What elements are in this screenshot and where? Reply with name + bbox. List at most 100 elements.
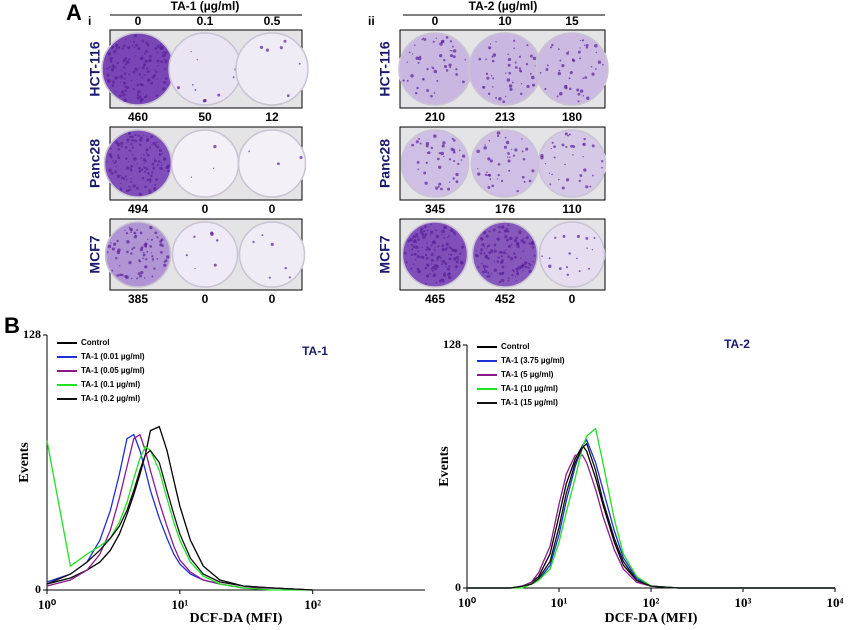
colony bbox=[452, 148, 456, 152]
colony bbox=[139, 274, 143, 278]
colony bbox=[129, 149, 132, 152]
colony bbox=[595, 51, 598, 54]
histogram-line bbox=[467, 444, 835, 589]
colony bbox=[146, 251, 149, 253]
colony bbox=[497, 256, 500, 259]
colony bbox=[590, 65, 593, 68]
colony bbox=[498, 280, 502, 284]
colony bbox=[131, 154, 134, 156]
colony bbox=[479, 252, 483, 255]
colony bbox=[153, 159, 157, 163]
colony bbox=[521, 175, 525, 179]
colony bbox=[486, 265, 489, 268]
colony bbox=[112, 160, 114, 162]
colony bbox=[460, 159, 463, 161]
colony bbox=[426, 88, 430, 92]
colony bbox=[163, 50, 166, 53]
plate bbox=[471, 221, 539, 288]
colony bbox=[415, 233, 418, 236]
colony bbox=[553, 156, 556, 159]
colony bbox=[487, 92, 491, 96]
colony bbox=[554, 236, 557, 239]
colony bbox=[446, 246, 449, 249]
colony bbox=[145, 49, 149, 53]
colony bbox=[438, 151, 442, 155]
colony bbox=[443, 58, 446, 62]
colony bbox=[123, 72, 127, 75]
colony bbox=[431, 269, 434, 272]
colony bbox=[451, 137, 454, 140]
colony bbox=[410, 74, 414, 78]
colony bbox=[476, 149, 480, 154]
colony bbox=[498, 272, 502, 276]
colony bbox=[500, 255, 503, 258]
colony bbox=[106, 78, 110, 82]
colony bbox=[453, 257, 457, 261]
colony bbox=[130, 165, 134, 168]
colony bbox=[437, 185, 440, 188]
colony bbox=[190, 50, 192, 53]
colony bbox=[432, 240, 436, 244]
colony bbox=[136, 277, 139, 280]
colony bbox=[483, 268, 486, 271]
cell-line-label: HCT-116 bbox=[377, 41, 393, 96]
colony bbox=[159, 60, 162, 62]
colony bbox=[521, 138, 523, 140]
group-title: TA-1 (µg/ml) bbox=[171, 0, 240, 13]
colony bbox=[483, 146, 487, 150]
colony bbox=[128, 73, 131, 76]
colony bbox=[140, 83, 144, 87]
colony bbox=[478, 57, 482, 61]
colony bbox=[151, 162, 155, 166]
colony bbox=[164, 58, 166, 61]
colony bbox=[508, 71, 511, 75]
histogram-line bbox=[46, 433, 313, 591]
colony bbox=[443, 272, 447, 276]
colony bbox=[438, 53, 443, 58]
colony bbox=[494, 248, 496, 250]
colony bbox=[414, 44, 416, 46]
colony bbox=[507, 53, 509, 56]
colony bbox=[483, 252, 486, 254]
colony-count: 180 bbox=[562, 110, 582, 124]
colony bbox=[514, 255, 518, 259]
colony bbox=[561, 186, 565, 190]
colony bbox=[419, 227, 424, 231]
colony bbox=[452, 177, 455, 180]
colony bbox=[481, 262, 483, 265]
colony bbox=[539, 72, 542, 74]
colony bbox=[139, 138, 143, 142]
colony bbox=[149, 71, 151, 73]
colony bbox=[284, 266, 287, 270]
colony bbox=[516, 272, 519, 276]
x-axis-label: DCF-DA (MFI) bbox=[605, 611, 698, 626]
colony bbox=[424, 266, 428, 270]
colony bbox=[545, 68, 549, 71]
colony bbox=[145, 59, 148, 62]
colony bbox=[487, 275, 491, 278]
colony bbox=[445, 36, 449, 39]
colony bbox=[150, 135, 154, 139]
colony bbox=[533, 254, 536, 257]
colony bbox=[559, 59, 562, 62]
colony bbox=[441, 248, 445, 252]
colony bbox=[143, 162, 145, 165]
colony bbox=[449, 40, 453, 43]
colony bbox=[434, 229, 437, 232]
colony bbox=[601, 166, 603, 169]
colony bbox=[591, 249, 594, 251]
colony bbox=[582, 155, 584, 158]
colony bbox=[113, 161, 116, 165]
colony bbox=[121, 273, 124, 277]
colony bbox=[514, 148, 518, 152]
colony bbox=[140, 156, 142, 159]
colony bbox=[122, 177, 126, 181]
colony bbox=[136, 94, 139, 97]
colony bbox=[417, 250, 420, 253]
colony bbox=[507, 63, 511, 67]
colony bbox=[159, 46, 164, 51]
colony bbox=[157, 65, 159, 67]
colony bbox=[123, 98, 128, 103]
histogram-line bbox=[46, 425, 313, 591]
colony bbox=[491, 273, 493, 275]
